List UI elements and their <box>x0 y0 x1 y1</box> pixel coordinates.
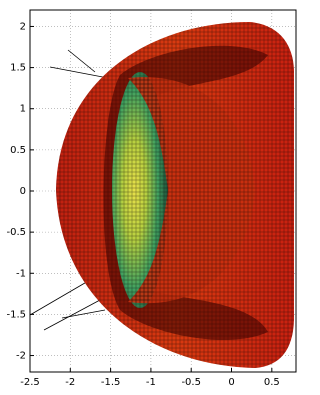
x-tick-label: -0.5 <box>181 377 201 388</box>
y-tick-label: -2 <box>16 351 26 362</box>
y-tick-label: 1.5 <box>10 63 26 74</box>
x-tick-label: -1 <box>146 377 156 388</box>
chart: -2.5 -2 -1.5 -1 -0.5 0 0.5 -2 -1.5 -1 -0.5 0 0.5 1 1.5… <box>6 9 297 388</box>
y-tick-label: -1.5 <box>6 309 26 320</box>
x-tick-label: 0.5 <box>264 377 280 388</box>
x-tick-label: -2 <box>65 377 75 388</box>
core-mesh <box>112 72 168 308</box>
y-tick-label: 0 <box>20 186 26 197</box>
y-tick-label: -1 <box>16 268 26 279</box>
mesh-plot <box>30 22 294 368</box>
x-tick-label: -2.5 <box>20 377 40 388</box>
x-tick-label: 0 <box>228 377 234 388</box>
support-lines <box>30 49 109 331</box>
y-tick-label: -0.5 <box>6 227 26 238</box>
y-tick-label: 0.5 <box>10 145 26 156</box>
y-tick-label: 1 <box>20 104 26 115</box>
inner-mesh <box>128 77 255 304</box>
y-tick-label: 2 <box>20 21 26 32</box>
x-tick-label: -1.5 <box>101 377 121 388</box>
